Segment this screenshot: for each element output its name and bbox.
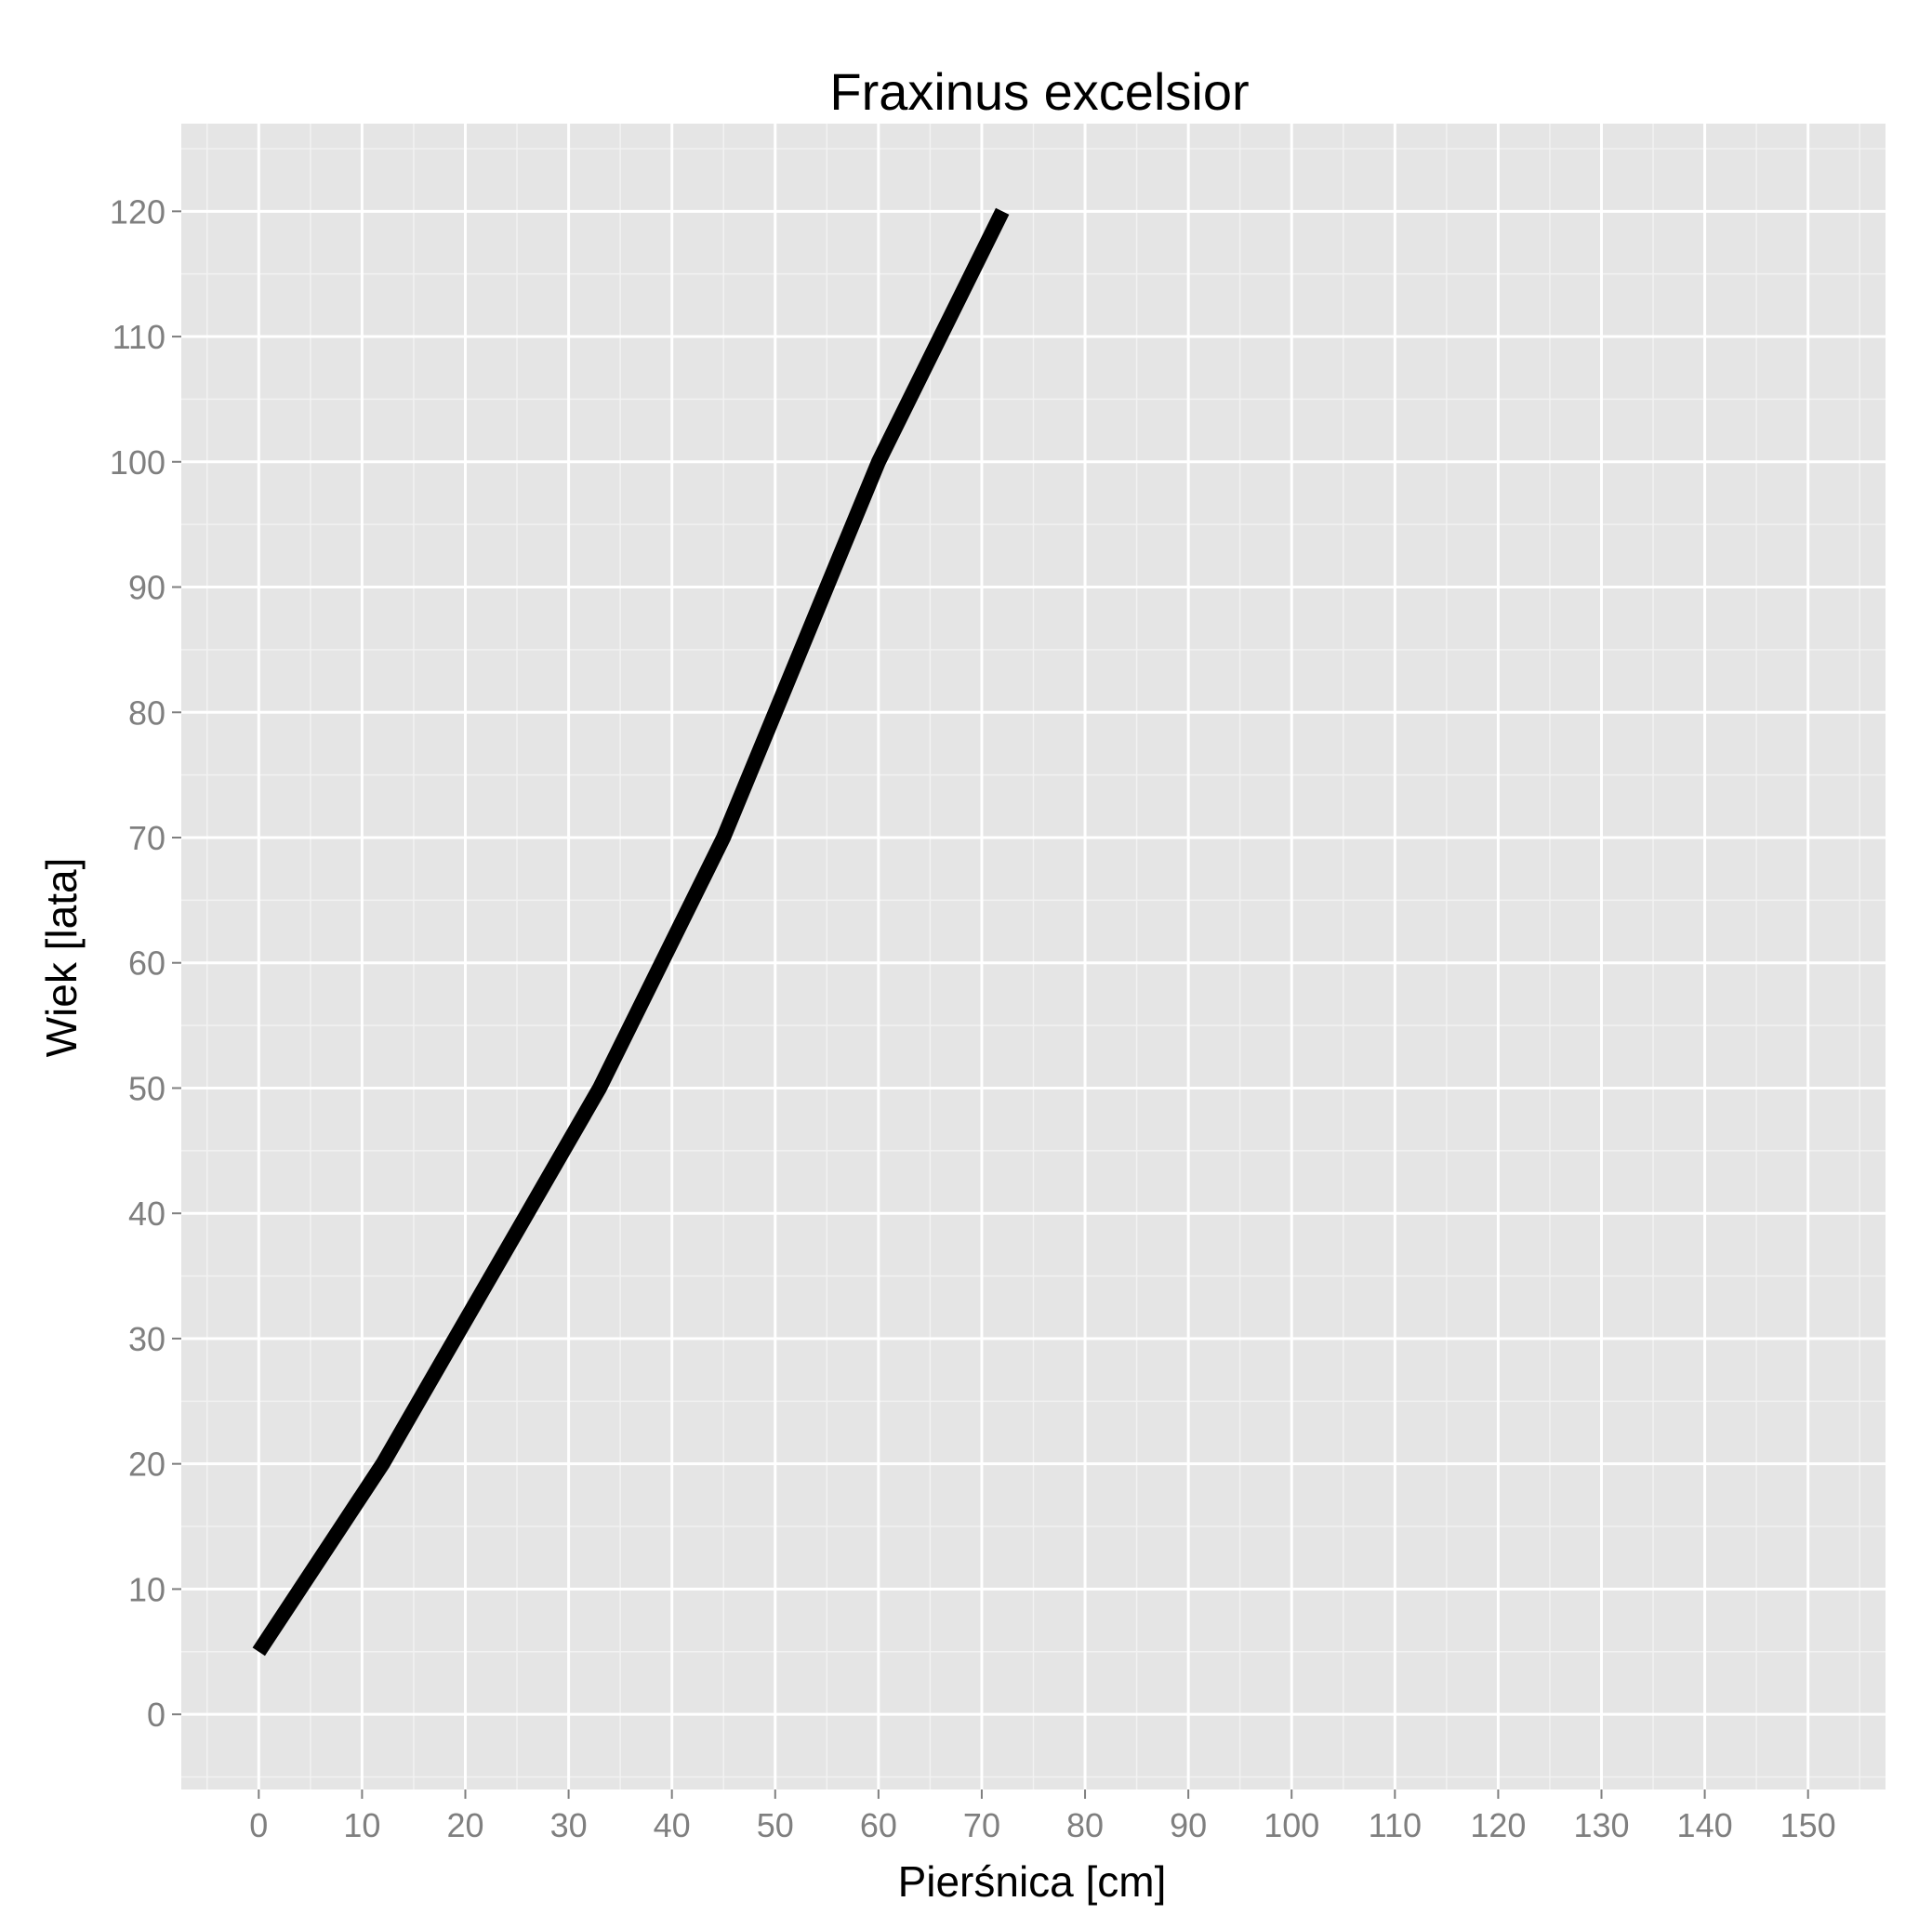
y-tick-label: 40 xyxy=(128,1195,165,1233)
y-tick-label: 60 xyxy=(128,944,165,983)
major-gridlines xyxy=(181,124,1886,1789)
y-tick-label: 0 xyxy=(147,1696,165,1734)
x-tick-label: 10 xyxy=(343,1806,380,1844)
y-tick-label: 100 xyxy=(110,443,165,482)
chart-title: Fraxinus excelsior xyxy=(829,62,1249,121)
x-tick-label: 40 xyxy=(654,1806,691,1844)
x-tick-label: 140 xyxy=(1677,1806,1733,1844)
y-tick-label: 70 xyxy=(128,819,165,857)
x-axis-title: Pierśnica [cm] xyxy=(898,1857,1167,1906)
y-tick-label: 80 xyxy=(128,693,165,732)
x-tick-label: 110 xyxy=(1369,1806,1422,1844)
x-tick-label: 30 xyxy=(550,1806,588,1844)
series-line xyxy=(252,207,1010,1657)
y-tick-label: 120 xyxy=(110,192,165,231)
x-tick-label: 50 xyxy=(757,1806,794,1844)
x-tick-label: 20 xyxy=(446,1806,483,1844)
series-layer xyxy=(252,207,1010,1657)
x-tick-label: 90 xyxy=(1170,1806,1207,1844)
y-tick-label: 30 xyxy=(128,1320,165,1358)
y-axis-title: Wiek [lata] xyxy=(37,858,86,1058)
x-tick-label: 120 xyxy=(1470,1806,1526,1844)
x-axis: 0 10 20 30 40 50 60 70 80 90 100 110 120 130 140 150 xyxy=(249,1789,1836,1844)
y-axis: 0 10 20 30 40 50 60 70 80 90 100 110 120 xyxy=(110,192,181,1734)
y-tick-label: 20 xyxy=(128,1446,165,1484)
x-tick-label: 60 xyxy=(860,1806,897,1844)
y-tick-label: 110 xyxy=(112,318,165,356)
x-tick-label: 150 xyxy=(1780,1806,1836,1844)
x-tick-label: 0 xyxy=(249,1806,268,1844)
y-tick-label: 90 xyxy=(128,569,165,607)
x-tick-label: 80 xyxy=(1066,1806,1104,1844)
x-tick-label: 70 xyxy=(963,1806,1000,1844)
x-tick-label: 130 xyxy=(1573,1806,1629,1844)
y-tick-label: 50 xyxy=(128,1069,165,1107)
y-tick-label: 10 xyxy=(128,1570,165,1608)
x-tick-label: 100 xyxy=(1264,1806,1319,1844)
